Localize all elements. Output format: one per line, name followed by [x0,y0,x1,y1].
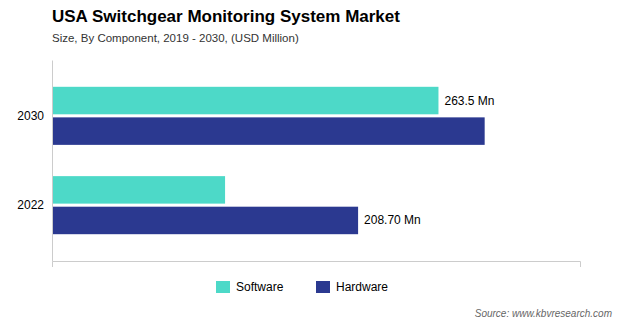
bar [52,176,225,204]
legend-item: Hardware [316,280,388,294]
y-axis: 2030 2022 [17,61,52,262]
annotation: 208.70 Mn [364,213,421,227]
bar [52,117,485,145]
legend-label: Software [236,280,284,294]
legend-label: Hardware [336,280,388,294]
bar [52,87,438,115]
y-tick-label: 2030 [17,109,44,123]
legend-item: Software [216,280,284,294]
chart-svg: USA Switchgear Monitoring System Market S… [0,0,620,323]
y-axis-line [52,61,53,262]
bars [52,87,485,234]
annotation: 263.5 Mn [444,94,494,108]
legend-swatch [216,281,230,293]
x-axis [53,262,581,268]
bar [52,207,358,235]
chart-container: USA Switchgear Monitoring System Market S… [0,0,620,323]
legend: Software Hardware [216,280,388,294]
plot-area: 2030 2022 263.5 Mn 208.70 Mn [17,61,580,268]
source: Source: www.kbvresearch.com [475,308,612,319]
y-tick: 2030 [17,109,52,123]
annotations: 263.5 Mn 208.70 Mn [364,94,494,228]
x-axis-line [53,262,581,268]
subtitle: Size, By Component, 2019 - 2030, (USD Mi… [52,32,299,44]
title: USA Switchgear Monitoring System Market [52,7,400,26]
y-tick: 2022 [17,198,52,212]
y-tick-label: 2022 [17,198,44,212]
legend-swatch [316,281,330,293]
